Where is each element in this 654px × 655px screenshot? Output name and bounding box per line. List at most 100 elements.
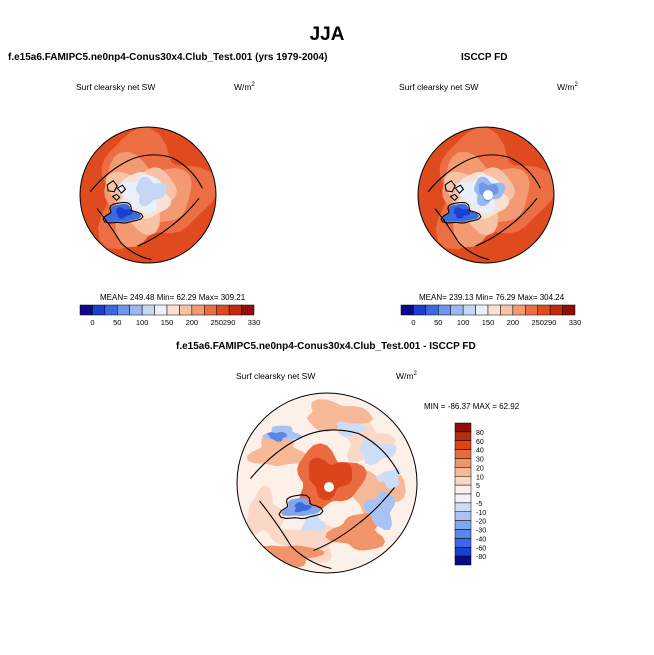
panel3-colorbar-tick-label: 5 (476, 483, 480, 490)
panel3-colorbar-swatch (454, 458, 472, 468)
panel2-islands (444, 180, 465, 202)
panel3-colorbar-tick-label: 40 (476, 448, 484, 455)
panel1-eurasia-coast (89, 154, 203, 192)
panel1-map (79, 126, 217, 264)
panel3-colorbar-tick-label: -10 (476, 510, 486, 517)
panel3-colorbar-tick-label: 30 (476, 457, 484, 464)
panel3-stats: MIN = -86.37 MAX = 62.92 (424, 402, 520, 411)
panel2-eurasia-coast (427, 154, 541, 192)
panel2-stats: MEAN= 239.13 Min= 76.29 Max= 304.24 (419, 293, 565, 302)
panel2-colorbar-swatch (500, 304, 514, 316)
panel1-coastlines (89, 154, 203, 261)
panel3-colorbar-tick-label: -20 (476, 519, 486, 526)
panel3-warm-patch (269, 522, 343, 563)
panel3-border (236, 392, 418, 574)
panel2-colorbar-swatch (475, 304, 489, 316)
panel1-stats: MEAN= 249.48 Min= 62.29 Max= 309.21 (100, 293, 246, 302)
panel2-colorbar-tick-label: 50 (434, 318, 442, 327)
panel3-cool-patch (336, 421, 367, 438)
panel3-colorbar-tick-label: -30 (476, 528, 486, 535)
panel3-eurasia-coast (250, 429, 400, 479)
panel3-colorbar-swatch (454, 476, 472, 486)
panel1-field (80, 127, 216, 263)
panel3-warm-patch (325, 512, 386, 551)
panel1-colorbar-tick-label: 250 (210, 318, 223, 327)
panel1-colorbar-tick-label: 150 (161, 318, 174, 327)
panel2-border (417, 126, 555, 264)
panel2-colorbar-tick-label: 330 (569, 318, 582, 327)
panel3-pole-hole (324, 482, 334, 492)
panel1-colorbar-swatch (216, 304, 230, 316)
panel1-colorbar-tick-label: 290 (223, 318, 236, 327)
panel3-warm-patch (244, 485, 285, 537)
panel3-cool-patch (376, 469, 401, 489)
panel2-greenland-coast (440, 201, 482, 224)
panel3-colorbar-swatch (454, 493, 472, 504)
panel2-colorbar-tick-label: 100 (457, 318, 470, 327)
panel3-map (236, 392, 418, 574)
panel3-colorbar-swatch (454, 422, 472, 433)
panel3-colorbar-tick-label: -80 (476, 554, 486, 561)
panel2-coastlines (427, 154, 541, 261)
panel3-cool-patch (301, 512, 326, 532)
panel3-colorbar-tick-label: -5 (476, 501, 482, 508)
panel2-greenland-core (453, 207, 471, 219)
panel2-colorbar-swatch (487, 304, 501, 316)
panel1-europe-coast (96, 208, 152, 261)
panel2-colorbar-swatch (549, 304, 563, 316)
panel2-colorbar-tick-label: 200 (507, 318, 520, 327)
panel3-europe-coast (259, 500, 332, 570)
panel1-colorbar-swatch (141, 304, 155, 316)
panel1-colorbar-tick-label: 100 (136, 318, 149, 327)
panel3-colorbar-swatch (454, 449, 472, 459)
panel3-units: W/m2 (396, 371, 417, 381)
panel1-colorbar-swatch (79, 304, 93, 316)
panel3-title: f.e15a6.FAMIPC5.ne0np4-Conus30x4.Club_Te… (176, 341, 476, 352)
panel2-colorbar-swatch (537, 304, 551, 316)
panel1-america-coast (137, 198, 200, 247)
panel1-colorbar-tick-label: 50 (113, 318, 121, 327)
panel3-colorbar-swatch (454, 538, 472, 548)
panel1-colorbar-swatch (92, 304, 106, 316)
panel1-colorbar-tick-label: 200 (186, 318, 199, 327)
panel1-colorbar-swatch (179, 304, 193, 316)
panel3-coastlines (250, 429, 400, 570)
panel3-colorbar-swatch (454, 431, 472, 441)
panel1-units: W/m2 (234, 82, 255, 92)
panel2-colorbar-swatch (512, 304, 526, 316)
panel2-map (417, 126, 555, 264)
panel3-colorbar-tick-label: 0 (476, 492, 480, 499)
panel1-colorbar-swatch (191, 304, 205, 316)
panel3-greenland-coast (278, 494, 324, 520)
panel2-colorbar-tick-label: 290 (544, 318, 557, 327)
panel3-cool-patch (359, 439, 397, 466)
panel2-colorbar-swatch (438, 304, 451, 316)
panel3-colorbar-tick-label: -40 (476, 536, 486, 543)
panel3-colorbar-swatch (454, 520, 472, 530)
panel3-colorbar-swatch (454, 529, 472, 539)
panel2-variable: Surf clearsky net SW (399, 82, 479, 92)
panel3-variable: Surf clearsky net SW (236, 371, 316, 381)
panel2-america-coast (475, 198, 538, 247)
panel2-colorbar-swatch (462, 304, 476, 316)
panel2-colorbar-swatch (525, 304, 538, 316)
panel2-colorbar-tick-label: 0 (411, 318, 415, 327)
panel3-colorbar-swatch (454, 547, 472, 557)
panel2-colorbar-swatch (450, 304, 464, 316)
panel3-colorbar-swatch (454, 555, 472, 566)
panel3-colorbar-swatch (454, 467, 472, 477)
panel3-field (237, 393, 417, 573)
panel2-title: ISCCP FD (461, 52, 508, 63)
panel3-colorbar-swatch (454, 440, 472, 450)
panel1-greenland-coast (102, 201, 144, 224)
panel1-title: f.e15a6.FAMIPC5.ne0np4-Conus30x4.Club_Te… (8, 52, 328, 63)
panel2-europe-coast (434, 208, 490, 261)
panel3-warm-patch (307, 399, 373, 432)
panel2-colorbar-tick-label: 150 (482, 318, 495, 327)
panel2-pole-hole (483, 190, 493, 200)
panel1-colorbar-swatch (104, 304, 118, 316)
panel1-colorbar-swatch (154, 304, 168, 316)
panel1-colorbar-swatch (117, 304, 130, 316)
panel3-arctic-warm-core (308, 457, 353, 501)
